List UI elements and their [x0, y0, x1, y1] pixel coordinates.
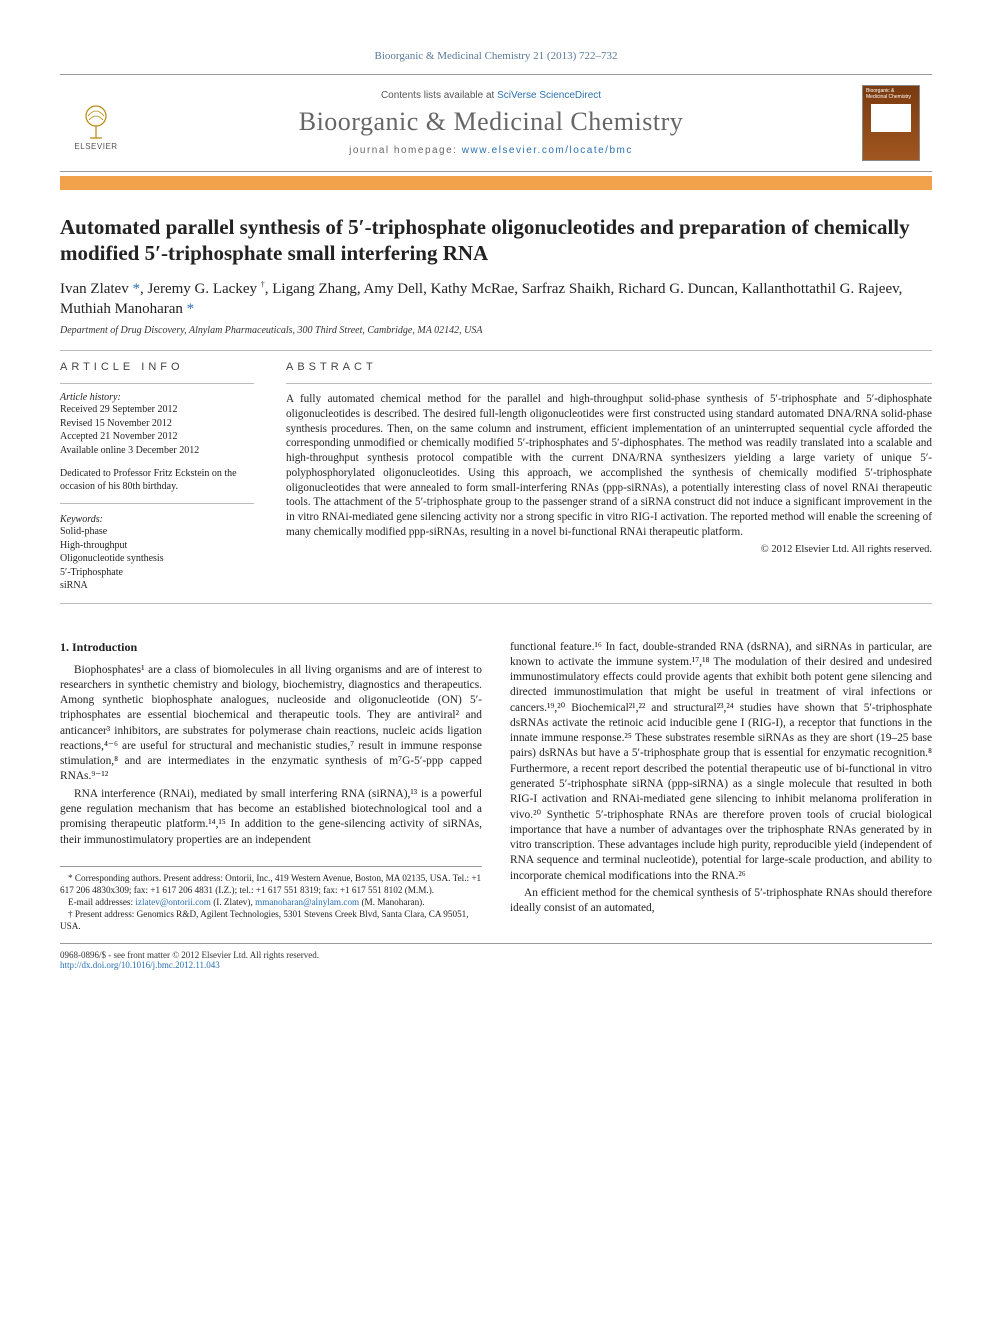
- article-info-heading: ARTICLE INFO: [60, 361, 254, 373]
- doi-link[interactable]: http://dx.doi.org/10.1016/j.bmc.2012.11.…: [60, 960, 220, 970]
- front-matter-line: 0968-0896/$ - see front matter © 2012 El…: [60, 950, 319, 960]
- elsevier-wordmark: ELSEVIER: [74, 142, 117, 151]
- body-column-left: 1. Introduction Biophosphates¹ are a cla…: [60, 640, 482, 933]
- journal-homepage-link[interactable]: www.elsevier.com/locate/bmc: [462, 145, 633, 156]
- footer-left: 0968-0896/$ - see front matter © 2012 El…: [60, 950, 319, 970]
- body-paragraph: RNA interference (RNAi), mediated by sma…: [60, 787, 482, 848]
- accepted-date: Accepted 21 November 2012: [60, 430, 254, 444]
- keyword: siRNA: [60, 579, 254, 593]
- online-date: Available online 3 December 2012: [60, 444, 254, 458]
- journal-masthead: ELSEVIER Contents lists available at Sci…: [60, 74, 932, 172]
- received-date: Received 29 September 2012: [60, 403, 254, 417]
- info-abstract-row: ARTICLE INFO Article history: Received 2…: [60, 350, 932, 604]
- email-who-2: (M. Manoharan).: [359, 897, 424, 907]
- email-who-1: (I. Zlatev),: [211, 897, 255, 907]
- present-address-footnote: † Present address: Genomics R&D, Agilent…: [60, 909, 482, 933]
- history-label: Article history:: [60, 392, 254, 403]
- cover-thumb-title: Bioorganic & Medicinal Chemistry: [866, 89, 916, 100]
- keyword: High-throughput: [60, 539, 254, 553]
- body-paragraph: Biophosphates¹ are a class of biomolecul…: [60, 663, 482, 785]
- homepage-prefix: journal homepage:: [349, 145, 462, 156]
- abstract-text: A fully automated chemical method for th…: [286, 392, 932, 540]
- email-link-1[interactable]: izlatev@ontorii.com: [135, 897, 211, 907]
- body-column-right: functional feature.¹⁶ In fact, double-st…: [510, 640, 932, 933]
- author-list: Ivan Zlatev *, Jeremy G. Lackey †, Ligan…: [60, 279, 932, 320]
- keyword: Solid-phase: [60, 525, 254, 539]
- journal-cover-thumbnail: Bioorganic & Medicinal Chemistry: [862, 85, 920, 161]
- keyword: Oligonucleotide synthesis: [60, 552, 254, 566]
- revised-date: Revised 15 November 2012: [60, 417, 254, 431]
- keywords-label: Keywords:: [60, 514, 254, 525]
- body-paragraph: functional feature.¹⁶ In fact, double-st…: [510, 640, 932, 885]
- contents-prefix: Contents lists available at: [381, 90, 497, 101]
- introduction-heading: 1. Introduction: [60, 640, 482, 655]
- journal-homepage-line: journal homepage: www.elsevier.com/locat…: [134, 145, 848, 156]
- keyword: 5′-Triphosphate: [60, 566, 254, 580]
- page-footer: 0968-0896/$ - see front matter © 2012 El…: [60, 943, 932, 970]
- sciencedirect-link[interactable]: SciVerse ScienceDirect: [497, 90, 601, 101]
- article-title: Automated parallel synthesis of 5′-triph…: [60, 214, 932, 267]
- abstract-heading: ABSTRACT: [286, 361, 932, 373]
- abstract-copyright: © 2012 Elsevier Ltd. All rights reserved…: [286, 544, 932, 555]
- affiliation: Department of Drug Discovery, Alnylam Ph…: [60, 325, 932, 336]
- abstract-column: ABSTRACT A fully automated chemical meth…: [268, 351, 932, 603]
- journal-name: Bioorganic & Medicinal Chemistry: [134, 107, 848, 137]
- masthead-center: Contents lists available at SciVerse Sci…: [134, 90, 848, 156]
- email-label: E-mail addresses:: [68, 897, 135, 907]
- elsevier-tree-icon: [76, 102, 116, 142]
- body-columns: 1. Introduction Biophosphates¹ are a cla…: [60, 640, 932, 933]
- article-info-column: ARTICLE INFO Article history: Received 2…: [60, 351, 268, 603]
- cover-thumb-graphic: [871, 104, 911, 132]
- orange-divider-bar: [60, 176, 932, 190]
- title-block: Automated parallel synthesis of 5′-triph…: [60, 214, 932, 336]
- corresponding-author-footnote: * Corresponding authors. Present address…: [60, 873, 482, 897]
- page-citation: Bioorganic & Medicinal Chemistry 21 (201…: [60, 50, 932, 62]
- contents-available-line: Contents lists available at SciVerse Sci…: [134, 90, 848, 101]
- email-footnote: E-mail addresses: izlatev@ontorii.com (I…: [60, 897, 482, 909]
- email-link-2[interactable]: mmanoharan@alnylam.com: [255, 897, 359, 907]
- elsevier-logo: ELSEVIER: [72, 95, 120, 151]
- footnotes-block: * Corresponding authors. Present address…: [60, 866, 482, 933]
- body-paragraph: An efficient method for the chemical syn…: [510, 886, 932, 917]
- dedication: Dedicated to Professor Fritz Eckstein on…: [60, 467, 254, 493]
